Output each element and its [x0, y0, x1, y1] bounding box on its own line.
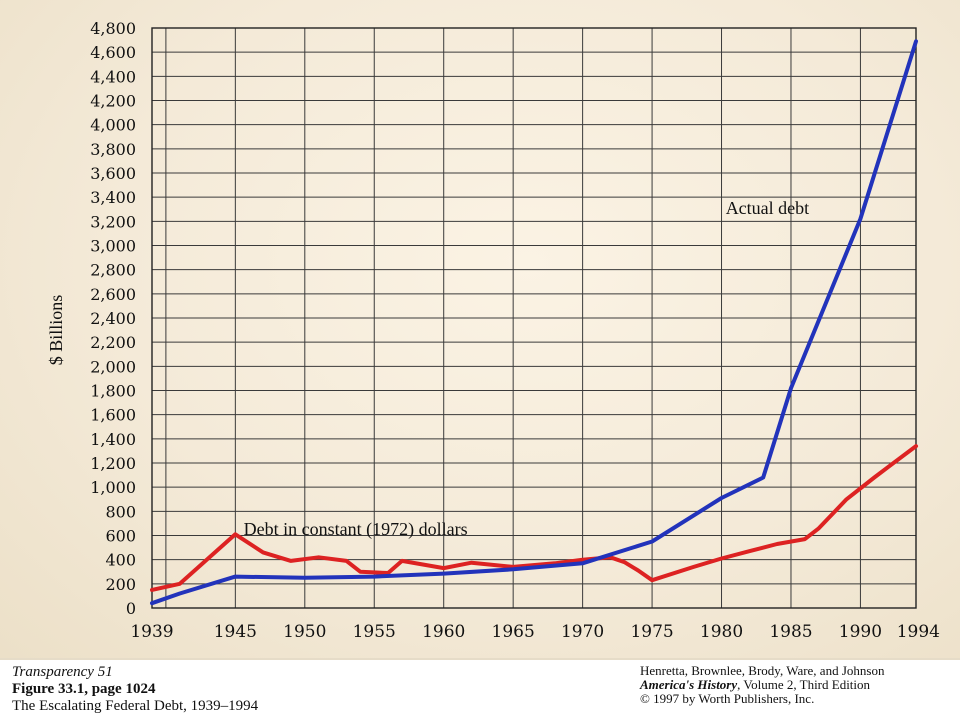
- y-tick-label: 1,400: [90, 430, 136, 449]
- series-line-actual-debt: [150, 39, 918, 606]
- y-tick-label: 3,200: [90, 212, 136, 231]
- y-tick-label: 0: [126, 599, 136, 618]
- y-tick-label: 4,400: [90, 67, 136, 86]
- series-lines: [150, 39, 918, 606]
- chart-background: [0, 0, 960, 658]
- y-tick-label: 200: [105, 575, 136, 594]
- x-tick-label: 1985: [769, 622, 812, 642]
- caption-divider: [0, 658, 960, 660]
- authors: Henretta, Brownlee, Brody, Ware, and Joh…: [640, 663, 885, 678]
- y-tick-label: 2,600: [90, 285, 136, 304]
- figure-label: Figure 33.1, page 1024: [12, 681, 156, 697]
- y-tick-label: 4,200: [90, 92, 136, 111]
- book-line: America's History, Volume 2, Third Editi…: [640, 678, 956, 692]
- y-tick-label: 3,000: [90, 237, 136, 256]
- annotation-actual-debt: Actual debt: [726, 198, 809, 218]
- book-edition: , Volume 2, Third Edition: [737, 677, 871, 692]
- y-tick-label: 600: [105, 527, 136, 546]
- x-tick-label: 1945: [214, 622, 257, 642]
- y-tick-label: 2,200: [90, 333, 136, 352]
- x-tick-label: 1950: [283, 622, 326, 642]
- y-tick-label: 2,000: [90, 357, 136, 376]
- series-line-constant-dollars: [150, 444, 918, 592]
- y-tick-label: 2,400: [90, 309, 136, 328]
- x-tick-label: 1970: [561, 622, 604, 642]
- x-tick-label: 1939: [130, 622, 173, 642]
- y-axis-label: $ Billions: [46, 295, 66, 366]
- caption-right: Henretta, Brownlee, Brody, Ware, and Joh…: [640, 664, 956, 706]
- y-axis-ticks: 0 200 400 600 800 1,000 1,200 1,400 1,600 1,800 2,…: [90, 19, 136, 618]
- y-tick-label: 4,000: [90, 116, 136, 135]
- federal-debt-line-chart: 0 200 400 600 800 1,000 1,200 1,400 1,600 1,800 2,…: [46, 19, 940, 642]
- y-tick-label: 3,400: [90, 188, 136, 207]
- x-tick-label: 1975: [630, 622, 673, 642]
- y-tick-label: 1,600: [90, 406, 136, 425]
- y-tick-label: 1,800: [90, 382, 136, 401]
- y-tick-label: 800: [105, 502, 136, 521]
- x-tick-label: 1994: [897, 622, 940, 642]
- y-tick-label: 3,600: [90, 164, 136, 183]
- grid: [151, 27, 917, 609]
- copyright: © 1997 by Worth Publishers, Inc.: [640, 691, 815, 706]
- y-tick-label: 1,200: [90, 454, 136, 473]
- y-tick-label: 4,600: [90, 43, 136, 62]
- x-tick-label: 1990: [839, 622, 882, 642]
- x-tick-label: 1955: [353, 622, 396, 642]
- y-tick-label: 1,000: [90, 478, 136, 497]
- y-tick-label: 400: [105, 551, 136, 570]
- annotation-constant-dollars: Debt in constant (1972) dollars: [244, 519, 468, 540]
- y-tick-label: 4,800: [90, 19, 136, 38]
- plot-frame: [151, 27, 917, 609]
- y-tick-label: 2,800: [90, 261, 136, 280]
- x-axis-ticks: 1939 1945 1950 1955 1960 1965 1970 1975 1980 1985…: [130, 622, 940, 642]
- figure-subtitle: The Escalating Federal Debt, 1939–1994: [12, 698, 259, 714]
- x-tick-label: 1960: [422, 622, 465, 642]
- transparency-label: Transparency 51: [12, 664, 113, 680]
- book-title: America's History: [640, 677, 738, 692]
- y-tick-label: 3,800: [90, 140, 136, 159]
- caption-left: Transparency 51 Figure 33.1, page 1024 T…: [12, 664, 372, 715]
- x-tick-label: 1965: [492, 622, 535, 642]
- x-tick-label: 1980: [700, 622, 743, 642]
